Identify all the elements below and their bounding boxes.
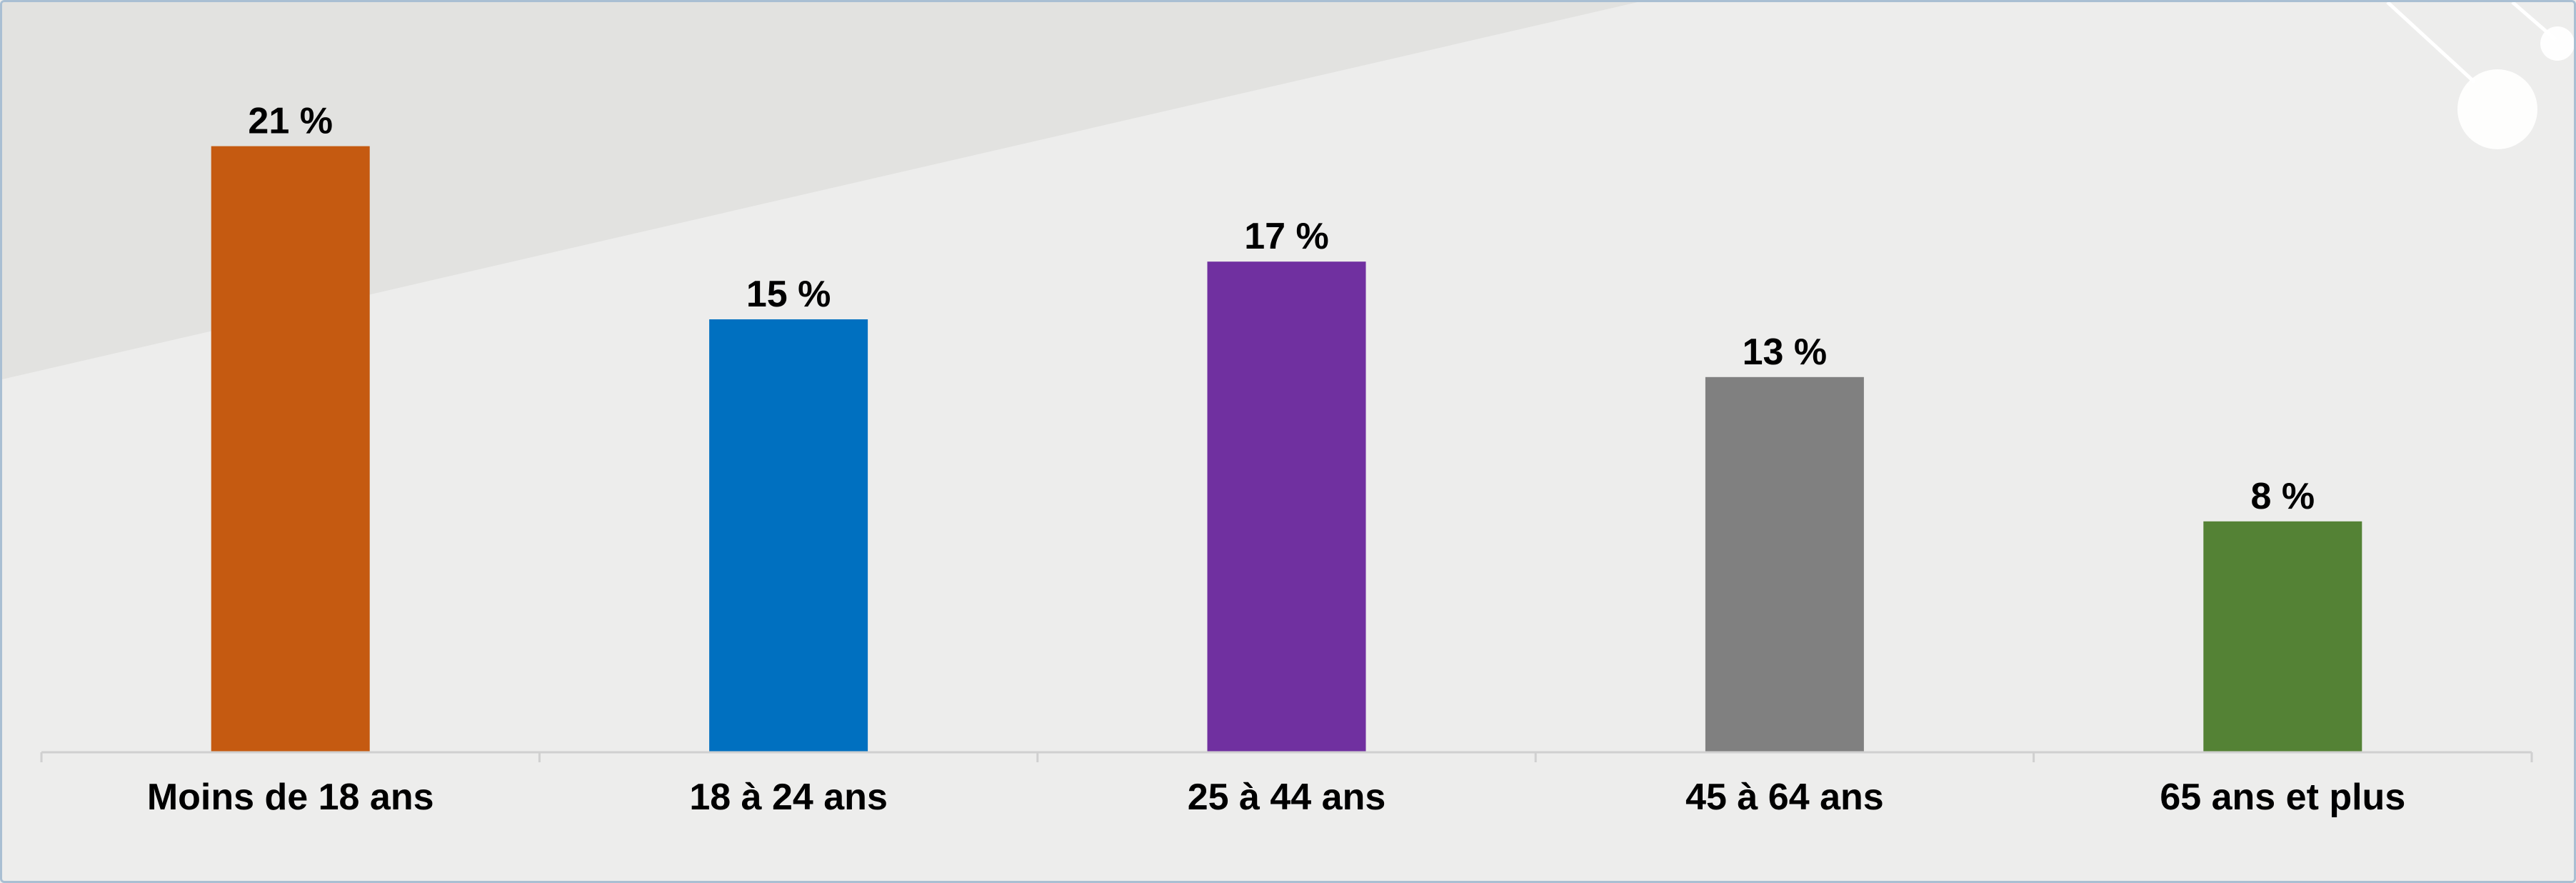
data-label: 17 %	[1244, 216, 1329, 257]
x-tick-label: 25 à 44 ans	[1188, 777, 1386, 818]
bar	[1705, 376, 1864, 752]
x-tick-label: 18 à 24 ans	[689, 777, 888, 818]
x-tick-label: 45 à 64 ans	[1685, 777, 1884, 818]
x-tick-label: Moins de 18 ans	[147, 777, 434, 818]
data-label: 21 %	[248, 101, 333, 142]
background-band	[2, 2, 1638, 379]
corner-ornament-icon	[2386, 2, 2574, 149]
data-label: 8 %	[2250, 476, 2315, 517]
data-label: 15 %	[746, 274, 831, 315]
x-axis	[40, 751, 2533, 762]
bar	[709, 319, 868, 752]
bar	[211, 146, 370, 753]
bar	[2203, 521, 2362, 752]
x-tick-label: 65 ans et plus	[2160, 777, 2405, 818]
bars-layer	[211, 146, 2362, 753]
labels-layer: 21 % Moins de 18 ans 15 % 18 à 24 ans 17 % 25…	[147, 101, 2405, 818]
data-label: 13 %	[1743, 331, 1828, 373]
bar	[1207, 261, 1366, 752]
